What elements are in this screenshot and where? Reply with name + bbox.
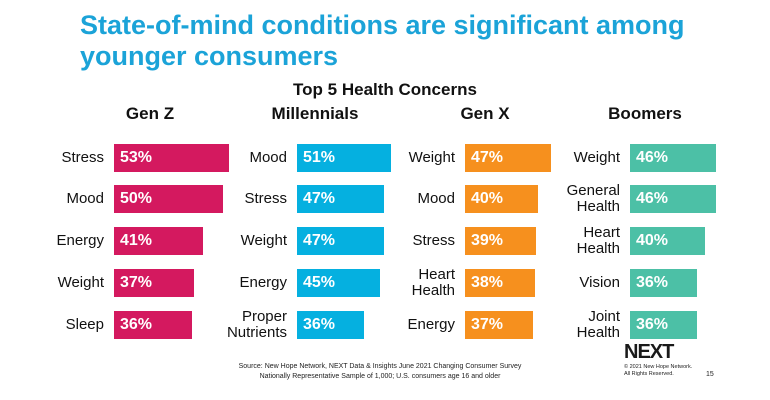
- bar: 39%: [465, 227, 537, 255]
- category-label: Vision: [579, 274, 620, 291]
- category-label: Energy: [407, 316, 455, 333]
- chart-title: Top 5 Health Concerns: [293, 80, 477, 99]
- next-logo: NEXT: [624, 341, 674, 363]
- data-label: 40%: [636, 232, 669, 249]
- category-label: Sleep: [65, 316, 104, 333]
- category-label: Stress: [412, 232, 455, 249]
- category-label: Weight: [57, 274, 104, 291]
- category-label: Mood: [249, 149, 287, 166]
- bar: 37%: [465, 311, 533, 339]
- page-number: 15: [706, 371, 714, 378]
- category-label: Weight: [408, 149, 455, 166]
- bar: 47%: [297, 185, 384, 213]
- category-label: Heart Health: [411, 266, 455, 299]
- bar: 36%: [114, 311, 193, 339]
- bar: 46%: [630, 144, 717, 172]
- bar: 47%: [297, 227, 384, 255]
- data-label: 40%: [471, 190, 504, 207]
- data-label: 39%: [471, 232, 504, 249]
- data-label: 36%: [303, 316, 336, 333]
- data-label: 47%: [303, 232, 336, 249]
- bar: 36%: [630, 269, 698, 297]
- data-label: 38%: [471, 274, 504, 291]
- category-label: Proper Nutrients: [226, 308, 287, 341]
- category-label: General Health: [566, 182, 620, 215]
- category-label: Weight: [573, 149, 620, 166]
- category-label: Heart Health: [576, 224, 620, 257]
- bar: 40%: [630, 227, 705, 255]
- data-label: 51%: [303, 149, 336, 166]
- data-label: 36%: [636, 316, 669, 333]
- bar: 36%: [297, 311, 364, 339]
- data-label: 53%: [120, 149, 153, 166]
- data-label: 36%: [120, 316, 153, 333]
- category-label: Stress: [244, 190, 287, 207]
- slide-title: State-of-mind conditions are significant…: [80, 10, 685, 71]
- category-label: Joint Health: [576, 308, 620, 341]
- data-label: 46%: [636, 149, 669, 166]
- bar: 45%: [297, 269, 381, 297]
- source-line-2: Nationally Representative Sample of 1,00…: [259, 373, 501, 380]
- bar: 38%: [465, 269, 535, 297]
- panel-header: Gen X: [460, 104, 510, 123]
- category-label: Energy: [56, 232, 104, 249]
- data-label: 37%: [471, 316, 504, 333]
- bar: 50%: [114, 185, 223, 213]
- category-label: Mood: [66, 190, 104, 207]
- bar: 46%: [630, 185, 717, 213]
- panel-header: Gen Z: [125, 104, 175, 123]
- data-label: 36%: [636, 274, 669, 291]
- copyright: © 2021 New Hope Network. All Rights Rese…: [624, 364, 692, 378]
- bar: 47%: [465, 144, 551, 172]
- source-line-1: Source: New Hope Network, NEXT Data & In…: [238, 363, 522, 370]
- bar: 37%: [114, 269, 195, 297]
- bar: 53%: [114, 144, 229, 172]
- category-label: Stress: [61, 149, 104, 166]
- copyright-line-1: © 2021 New Hope Network.: [624, 364, 693, 370]
- data-label: 45%: [303, 274, 336, 291]
- panel-header: Millennials: [271, 104, 359, 123]
- data-label: 37%: [120, 274, 153, 291]
- data-label: 47%: [303, 190, 336, 207]
- bar: 40%: [465, 185, 539, 213]
- data-label: 50%: [120, 190, 153, 207]
- bar: 36%: [630, 311, 698, 339]
- bar: 51%: [297, 144, 392, 172]
- panel-header: Boomers: [608, 104, 682, 123]
- bar: 41%: [114, 227, 203, 255]
- data-label: 46%: [636, 190, 669, 207]
- data-label: 41%: [120, 232, 153, 249]
- category-label: Energy: [239, 274, 287, 291]
- source-note: Source: New Hope Network, NEXT Data & In…: [230, 362, 530, 382]
- category-label: Weight: [240, 232, 287, 249]
- category-label: Mood: [417, 190, 455, 207]
- data-label: 47%: [471, 149, 504, 166]
- copyright-line-2: All Rights Reserved.: [624, 371, 674, 377]
